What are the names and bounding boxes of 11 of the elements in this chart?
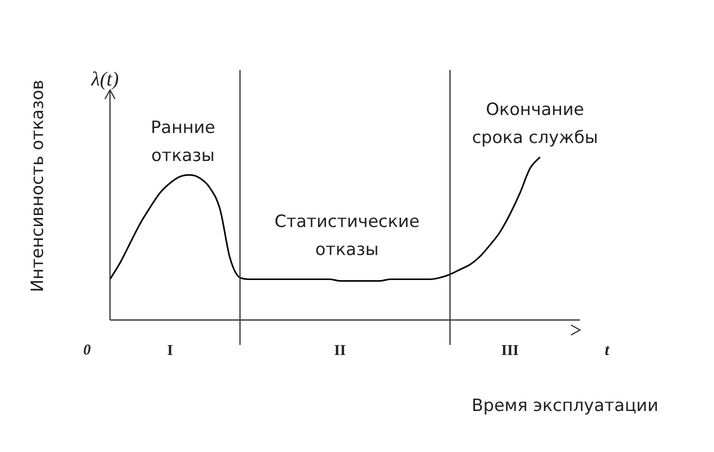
annotation: Статистические отказы xyxy=(274,212,420,260)
y-axis-title: Интенсивность отказов xyxy=(28,80,48,292)
x-tick-label: I xyxy=(167,342,174,359)
text: t xyxy=(604,342,610,360)
text: 0 xyxy=(83,342,92,358)
x-tick-label: III xyxy=(501,342,519,359)
x-tick-label: II xyxy=(334,342,346,359)
x-axis-title: Время эксплуатации xyxy=(472,396,658,416)
annotation: Ранние отказы xyxy=(150,118,216,166)
text: λ(t) xyxy=(90,68,120,90)
text: Окончание срока службы xyxy=(472,100,598,148)
